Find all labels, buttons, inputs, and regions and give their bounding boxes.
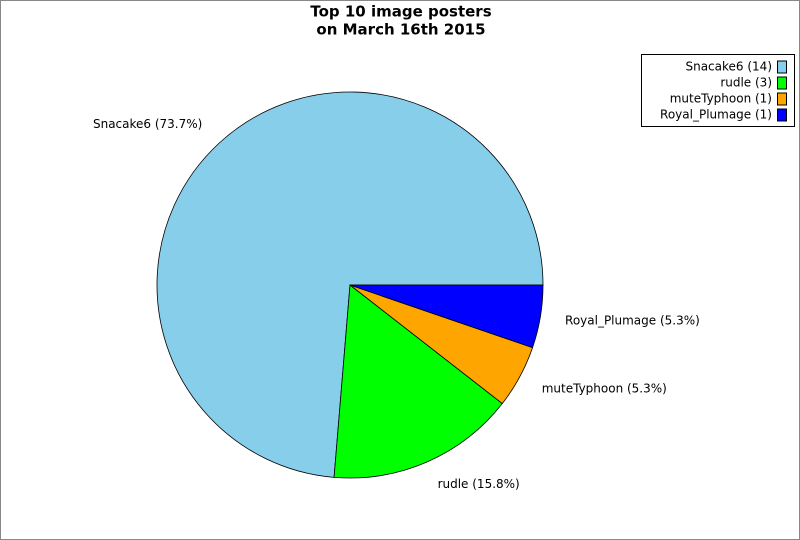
slice-label: muteTyphoon (5.3%) xyxy=(542,381,667,395)
chart-title: on March 16th 2015 xyxy=(316,21,485,39)
legend-swatch xyxy=(777,60,787,74)
legend-label: Snacake6 (14) xyxy=(685,60,772,74)
slice-label: Snacake6 (73.7%) xyxy=(93,117,202,131)
slice-label: Royal_Plumage (5.3%) xyxy=(565,313,700,327)
legend-swatch xyxy=(777,76,787,90)
legend-label: Royal_Plumage (1) xyxy=(660,108,772,122)
chart-title: Top 10 image posters xyxy=(310,3,491,21)
legend-swatch xyxy=(777,108,787,122)
legend-box xyxy=(641,54,795,127)
legend-label: rudle (3) xyxy=(720,76,772,90)
slice-label: rudle (15.8%) xyxy=(438,477,520,491)
legend-label: muteTyphoon (1) xyxy=(670,92,772,106)
legend-swatch xyxy=(777,92,787,106)
pie-slice xyxy=(333,284,503,479)
pie-slice xyxy=(349,284,544,349)
